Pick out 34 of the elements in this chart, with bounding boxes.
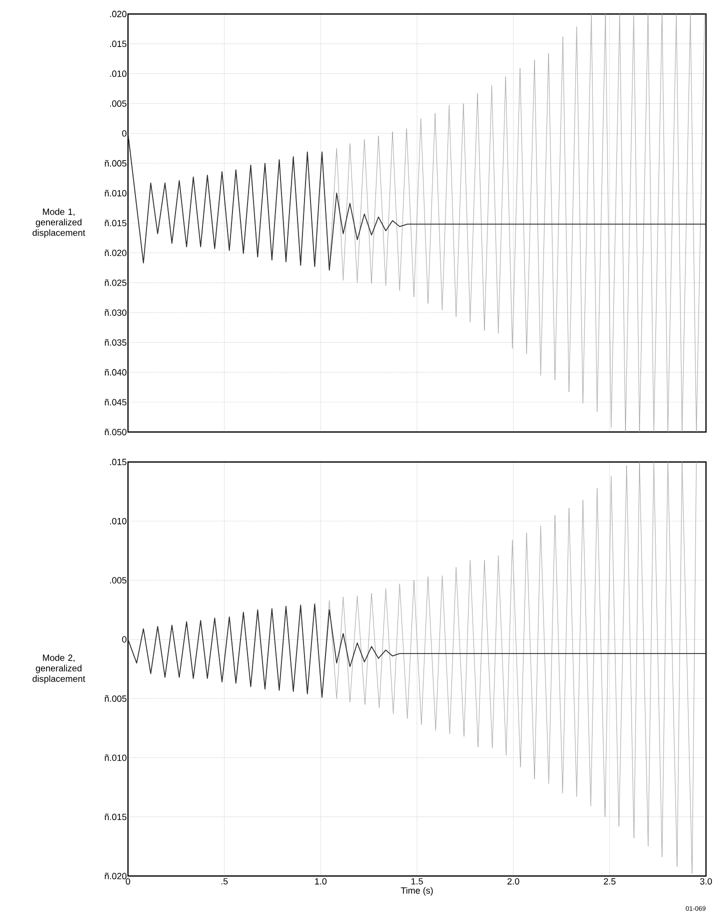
x-tick-label: 2.0 xyxy=(508,878,520,885)
y-tick-label: ñ.005 xyxy=(104,695,126,702)
y-tick-label: ñ.010 xyxy=(104,190,126,196)
x-tick-label: 2.5 xyxy=(604,878,616,885)
x-tick-label: 1.5 xyxy=(411,878,423,884)
y-tick-label: ñ.045 xyxy=(104,398,126,406)
y-axis-title: Mode 1, generalized displacement xyxy=(32,208,86,238)
line-series xyxy=(128,603,706,698)
line-series xyxy=(128,132,706,271)
y-tick-label: ñ.020 xyxy=(104,872,126,880)
x-axis-title: Time (s) xyxy=(400,887,433,896)
y-tick-label: ñ.040 xyxy=(104,369,126,376)
x-tick-label: 3.0 xyxy=(700,878,712,885)
y-tick-label: ñ.030 xyxy=(104,309,126,316)
y-tick-label: ñ.025 xyxy=(104,279,126,286)
y-tick-label: 0 xyxy=(122,636,126,643)
y-tick-label: ñ.035 xyxy=(104,339,126,346)
y-tick-label: ñ.005 xyxy=(104,160,126,167)
y-tick-label: ñ.010 xyxy=(104,754,126,761)
y-tick-label: ñ.020 xyxy=(104,250,126,256)
y-tick-label: .005 xyxy=(110,100,126,107)
y-tick-label: 0 xyxy=(122,130,126,137)
x-tick-label: 1.0 xyxy=(315,878,327,885)
x-tick-label: .5 xyxy=(221,878,228,884)
y-tick-label: .005 xyxy=(110,577,126,584)
y-tick-label: .015 xyxy=(110,458,126,466)
y-tick-label: .010 xyxy=(110,518,126,524)
y-tick-label: ñ.050 xyxy=(104,428,126,436)
y-tick-label: ñ.015 xyxy=(104,814,126,820)
y-tick-label: .010 xyxy=(110,70,126,77)
y-tick-label: ñ.015 xyxy=(104,220,126,226)
y-axis-title: Mode 2, generalized displacement xyxy=(32,654,86,684)
y-tick-label: .020 xyxy=(110,10,126,18)
y-tick-label: .015 xyxy=(110,40,126,48)
